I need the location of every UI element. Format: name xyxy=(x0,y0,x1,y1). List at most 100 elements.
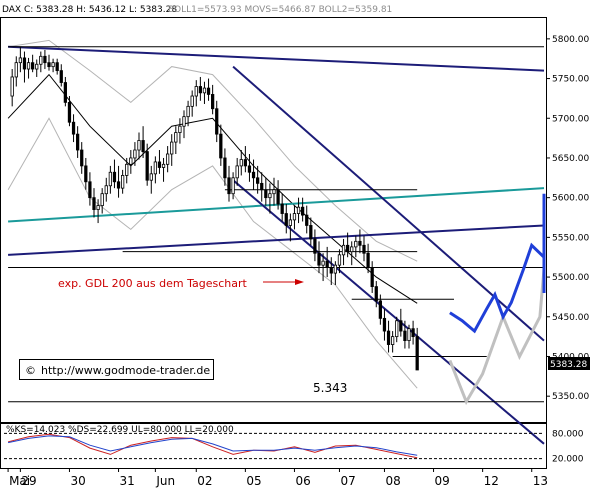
candle-body xyxy=(112,171,117,183)
candle-body xyxy=(71,121,76,135)
last-price-tag: 5383.28 xyxy=(548,357,590,370)
candle-body xyxy=(166,153,170,165)
gdl200-label: exp. GDL 200 aus dem Tageschart xyxy=(58,277,247,290)
candle-body xyxy=(186,105,190,118)
candle-body xyxy=(296,206,301,214)
candle-body xyxy=(194,86,198,97)
candle-body xyxy=(309,225,313,240)
candle-body xyxy=(346,244,350,253)
candle-body xyxy=(174,132,178,143)
candle-body xyxy=(84,165,88,183)
candle-body xyxy=(51,62,55,68)
candle-body xyxy=(63,82,67,103)
oscillator-tick-label: 20.000 xyxy=(552,455,584,465)
x-tick-label: Jun xyxy=(155,474,175,488)
y-tick-label: 5750.00 xyxy=(552,75,589,85)
candle-body xyxy=(157,161,162,168)
candle-body xyxy=(256,177,260,184)
candle-body xyxy=(59,70,63,83)
candle-body xyxy=(211,94,215,110)
trend-line-2 xyxy=(8,224,545,256)
x-tick-label: 05 xyxy=(246,474,261,488)
candle-body xyxy=(288,219,292,226)
candle-body xyxy=(264,189,268,199)
candle-body xyxy=(415,336,419,371)
candle-body xyxy=(43,55,47,64)
candle-body xyxy=(133,149,137,159)
forecast-paths xyxy=(448,193,546,406)
bollinger-bands xyxy=(7,39,418,389)
red-arrow-icon xyxy=(295,279,304,285)
candlestick-series xyxy=(10,46,419,371)
x-tick-label: 31 xyxy=(120,474,135,488)
candle-body xyxy=(22,57,27,70)
candle-body xyxy=(399,320,403,332)
bollinger-lower-line xyxy=(7,117,418,389)
stochastic-oscillator: 20.000 80.000 xyxy=(4,429,584,465)
forecast-primary-path xyxy=(449,193,546,334)
x-tick-label: 02 xyxy=(197,474,212,488)
candle-body xyxy=(116,181,121,189)
candle-body xyxy=(39,55,43,65)
candle-body xyxy=(378,300,382,319)
candle-body xyxy=(358,240,362,246)
candle-body xyxy=(354,240,358,248)
trend-line-0 xyxy=(8,45,545,72)
candle-body xyxy=(125,163,129,176)
candle-body xyxy=(280,203,284,214)
candle-body xyxy=(260,182,264,191)
oscillator-plot-border xyxy=(0,423,547,469)
x-tick-label: 29 xyxy=(21,474,36,488)
candle-body xyxy=(317,252,321,266)
candle-body xyxy=(243,159,247,167)
candle-body xyxy=(178,125,182,133)
candle-body xyxy=(239,159,243,167)
candle-body xyxy=(325,260,329,268)
candle-body xyxy=(329,267,333,274)
candle-body xyxy=(407,328,411,341)
x-tick-label: 12 xyxy=(484,474,499,488)
candle-body xyxy=(215,108,219,135)
x-tick-label: 08 xyxy=(385,474,400,488)
candle-body xyxy=(26,62,31,70)
oscillator-title: %KS=14.023 %DS=22.699 UL=80.000 LL=20.00… xyxy=(6,425,234,435)
candle-body xyxy=(386,330,391,345)
candle-body xyxy=(305,214,309,226)
candle-body xyxy=(268,193,272,199)
trend-line-1 xyxy=(8,187,545,223)
candle-body xyxy=(395,320,399,338)
candle-body xyxy=(321,260,325,266)
candle-body xyxy=(206,87,211,95)
candle-body xyxy=(170,141,174,155)
candle-body xyxy=(284,213,288,226)
candle-body xyxy=(182,116,186,127)
y-tick-label: 5450.00 xyxy=(552,313,589,323)
y-tick-label: 5350.00 xyxy=(552,392,589,402)
x-tick-label: 13 xyxy=(533,474,548,488)
candle-body xyxy=(251,171,256,179)
oscillator-series-ks xyxy=(7,433,418,459)
y-tick-label: 5800.00 xyxy=(552,35,589,45)
candle-body xyxy=(313,238,317,254)
x-tick-label: 30 xyxy=(70,474,85,488)
y-tick-label: 5600.00 xyxy=(552,194,589,204)
candle-body xyxy=(374,286,378,302)
candle-body xyxy=(276,189,280,205)
candle-body xyxy=(337,254,342,266)
candle-body xyxy=(391,336,395,345)
candle-body xyxy=(370,267,374,287)
candle-body xyxy=(341,244,346,256)
candle-body xyxy=(18,57,22,64)
gdl200-annotation: exp. GDL 200 aus dem Tageschart xyxy=(58,277,304,290)
bollinger-upper-line xyxy=(8,39,418,262)
candle-body xyxy=(35,63,39,70)
candle-body xyxy=(198,86,202,94)
candle-body xyxy=(100,193,104,207)
y-tick-label: 5650.00 xyxy=(552,154,589,164)
website-url[interactable]: http://www.godmode-trader.de xyxy=(41,364,210,377)
candle-body xyxy=(272,189,276,195)
trend-line-3 xyxy=(232,65,545,342)
candle-body xyxy=(292,213,297,221)
